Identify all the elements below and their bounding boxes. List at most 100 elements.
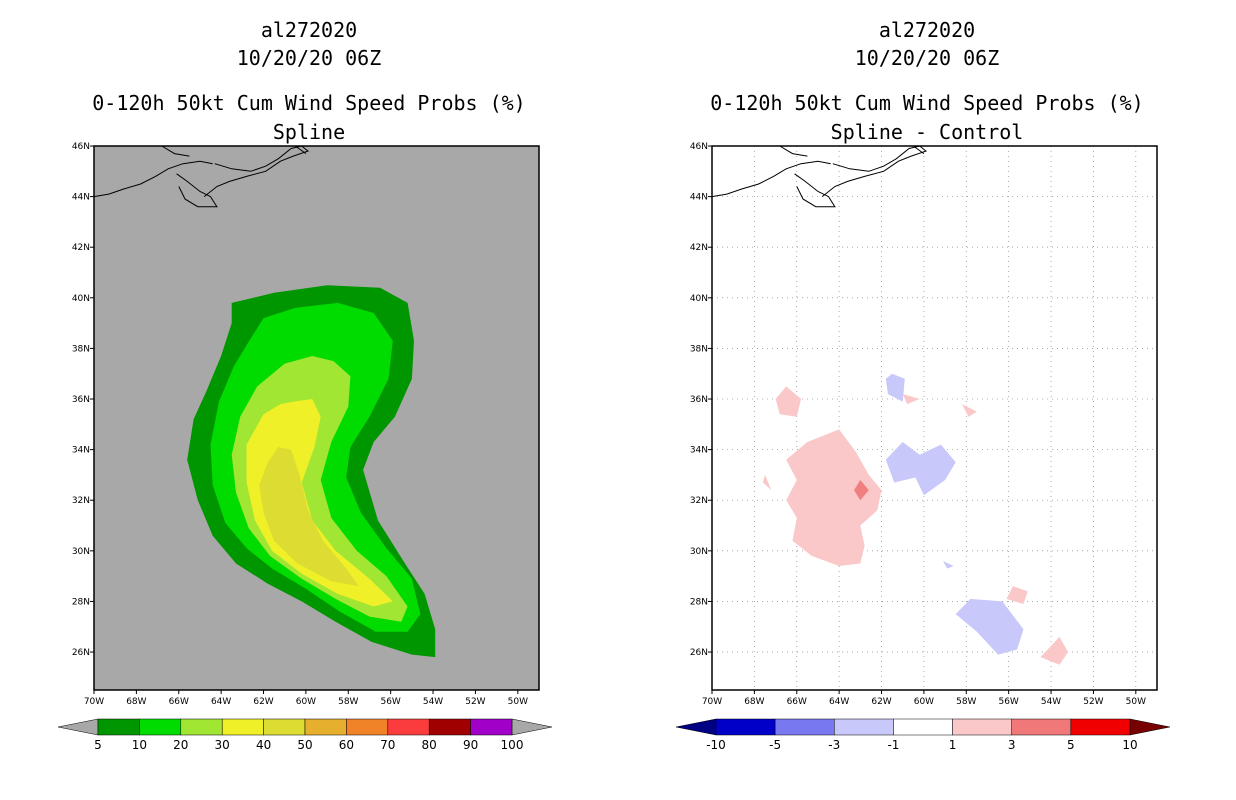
colorbar-label: 80 [422,738,437,752]
lat-tick-label: 46N [690,142,708,152]
colorbar-label: 30 [215,738,230,752]
negative-difference-region [943,561,954,569]
colorbar-arrow-right [1129,718,1171,736]
probability-contour-40 [259,447,359,587]
positive-difference-region [902,394,920,405]
lat-tick-label: 32N [72,496,90,506]
lon-tick-label: 64W [829,697,849,707]
lon-tick-label: 50W [508,697,528,707]
axis-labels: 46N 44N 42N 40N 38N 36N 34N 32N 30N 28N 26N 70W 68W 6… [72,142,528,707]
storm-id: al272020 [260,18,358,42]
colorbar-label: 3 [1008,738,1016,752]
negative-difference-region [955,598,1024,655]
colorbar-label: -5 [769,738,781,752]
probability-map: 46N 44N 42N 40N 38N 36N 34N 32N 30N 28N 26N 70W 68W 6… [57,142,553,752]
lon-tick-label: 56W [380,697,400,707]
colorbar-label: 40 [256,738,271,752]
lon-tick-label: 58W [956,697,976,707]
axis-labels: 46N 44N 42N 40N 38N 36N 34N 32N 30N 28N 26N 70W 68W 6… [690,142,1146,707]
colorbar-label: -1 [887,738,899,752]
storm-id: al272020 [878,18,976,42]
right-panel: al272020 10/20/20 06Z 0-120h 50kt Cum Wi… [618,0,1236,800]
lon-tick-label: 68W [126,697,146,707]
lat-tick-label: 38N [690,344,708,354]
colorbar-swatch [1070,718,1131,736]
negative-difference-region [885,373,905,402]
difference-map: 46N 44N 42N 40N 38N 36N 34N 32N 30N 28N 26N 70W 68W 6… [675,142,1171,752]
lon-tick-label: 54W [1041,697,1061,707]
lon-tick-label: 60W [914,697,934,707]
lon-tick-label: 52W [1083,697,1103,707]
colorbar-swatch [774,718,835,736]
colorbar-swatch [893,718,953,736]
colorbar-swatch [221,718,264,736]
lon-tick-label: 50W [1126,697,1146,707]
positive-difference-region [1006,586,1028,604]
coastline-segment [161,145,190,157]
lon-tick-label: 70W [84,697,104,707]
coastline-segment [779,145,808,157]
colorbar-label: 1 [949,738,957,752]
lat-tick-label: 36N [72,395,90,405]
lon-tick-label: 62W [253,697,273,707]
lon-tick-label: 58W [338,697,358,707]
colorbar-arrow-right [511,718,553,736]
chart-title: 0-120h 50kt Cum Wind Speed Probs (%) [710,91,1144,115]
colorbar: -10 -5 -3 -1 1 3 5 10 [675,718,1171,752]
coastline-segment [93,160,213,198]
colorbar-swatch [1011,718,1072,736]
lon-tick-label: 54W [423,697,443,707]
lat-tick-label: 34N [72,446,90,456]
colorbar-arrow-left [675,718,717,736]
datetime: 10/20/20 06Z [854,46,1000,70]
lat-tick-label: 42N [72,243,90,253]
colorbar-swatch [470,718,513,736]
lon-tick-label: 56W [998,697,1018,707]
lon-tick-label: 68W [744,697,764,707]
positive-difference-region [775,386,801,417]
coastline-segment [203,145,310,197]
colorbar-label: 20 [173,738,188,752]
lat-tick-label: 26N [72,648,90,658]
chart-subtitle: Spline [272,120,346,144]
colorbar-label: 90 [463,738,478,752]
lat-tick-label: 40N [690,294,708,304]
plot-frame [93,145,540,691]
coastline-segment [711,160,831,198]
colorbar-label: 5 [94,738,102,752]
colorbar-swatch [428,718,471,736]
lat-tick-label: 28N [72,597,90,607]
lat-tick-label: 26N [690,648,708,658]
plot-background [712,146,1157,690]
colorbar-swatch [180,718,223,736]
colorbar-swatch [139,718,182,736]
colorbar-label: 100 [501,738,524,752]
lon-tick-label: 66W [169,697,189,707]
lat-tick-label: 36N [690,395,708,405]
positive-difference-region [962,404,977,417]
lat-tick-label: 42N [690,243,708,253]
lon-tick-label: 70W [702,697,722,707]
lat-tick-label: 40N [72,294,90,304]
lat-tick-label: 38N [72,344,90,354]
lon-tick-label: 64W [211,697,231,707]
lat-tick-label: 32N [690,496,708,506]
colorbar-label: 5 [1067,738,1075,752]
colorbar-swatch [346,718,389,736]
colorbar-label: 10 [1122,738,1137,752]
lat-tick-label: 30N [72,547,90,557]
coastline-segment [295,145,307,155]
colorbar-label: 60 [339,738,354,752]
colorbar-label: 70 [380,738,395,752]
chart-subtitle: Spline - Control [830,120,1024,144]
positive-difference-region [786,429,882,566]
lat-tick-label: 46N [72,142,90,152]
colorbar-label: -3 [828,738,840,752]
colorbar-swatch [263,718,306,736]
coastline-segment [176,173,218,208]
colorbar-swatch [952,718,1012,736]
lat-tick-label: 28N [690,597,708,607]
colorbar-label: 50 [297,738,312,752]
colorbar-label: -10 [706,738,726,752]
lon-tick-label: 62W [871,697,891,707]
